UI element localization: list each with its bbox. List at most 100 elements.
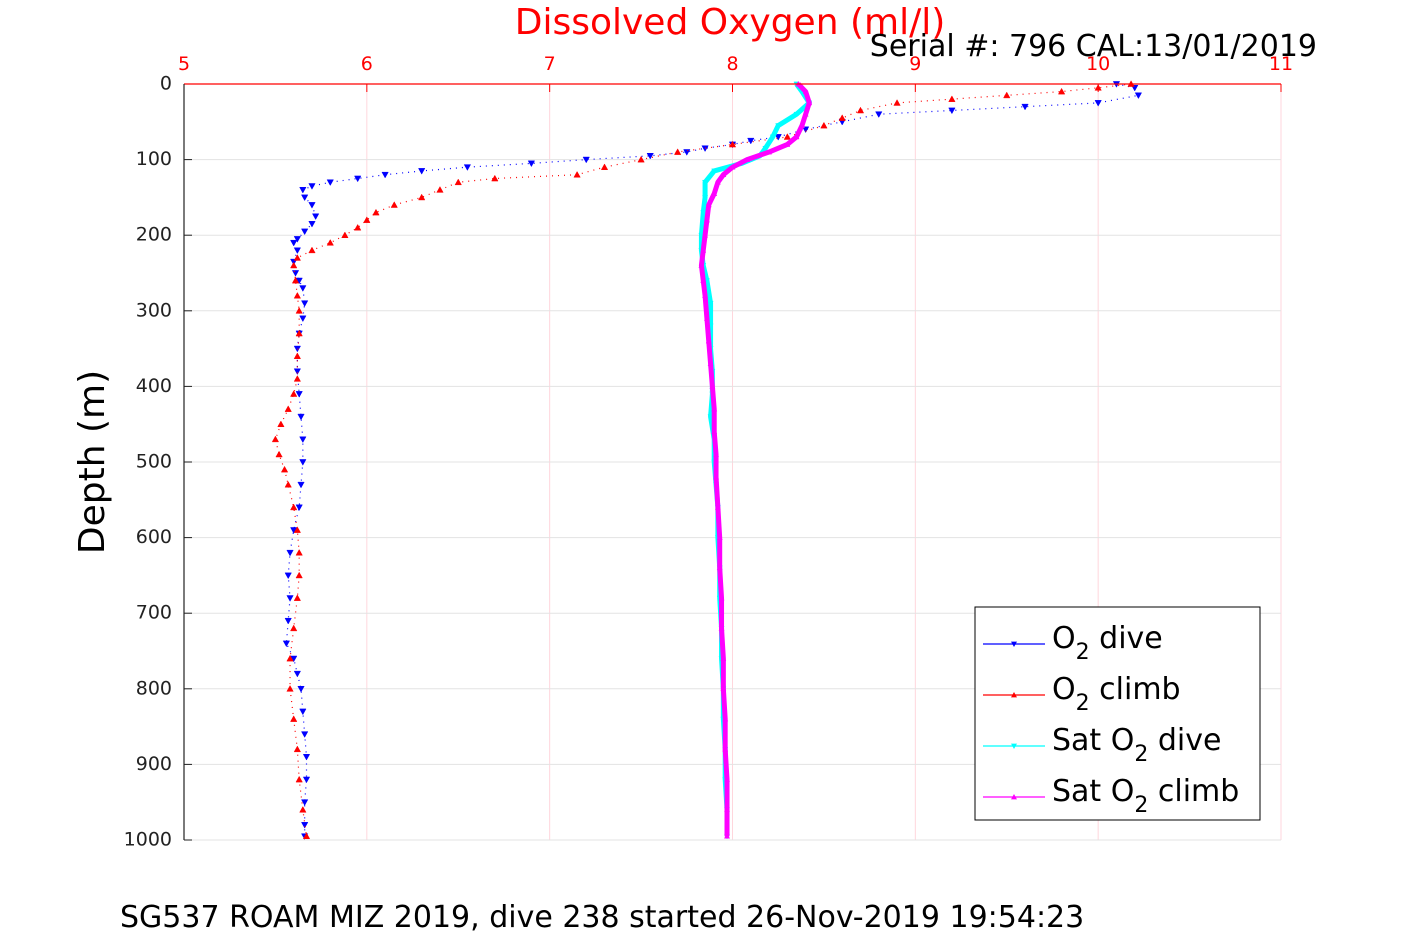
legend-label: O2 climb (1052, 672, 1181, 716)
data-point (290, 503, 298, 511)
data-point (282, 640, 291, 648)
data-point (747, 137, 755, 145)
data-point (527, 160, 536, 168)
x-tick-label: 6 (361, 53, 373, 75)
data-point (723, 833, 731, 839)
data-point (301, 822, 309, 829)
data-point (948, 107, 956, 115)
data-point (326, 239, 334, 246)
data-point (286, 685, 294, 692)
data-point (820, 121, 828, 129)
data-point (783, 133, 791, 140)
data-point (293, 247, 301, 255)
data-point (713, 451, 720, 457)
data-point (286, 595, 294, 602)
data-point (454, 178, 462, 186)
data-point (702, 195, 709, 201)
series-layer (271, 80, 1143, 840)
data-point (341, 231, 349, 239)
x-tick-label: 11 (1269, 53, 1293, 75)
data-point (290, 715, 298, 722)
data-point (299, 806, 307, 813)
data-point (293, 236, 301, 243)
x-tick-label: 8 (726, 53, 738, 75)
data-point (784, 141, 791, 147)
data-point (762, 145, 769, 152)
legend-label: Sat O2 climb (1052, 774, 1239, 818)
data-point (793, 111, 800, 118)
legend-item: O2 dive (983, 621, 1163, 665)
y-tick-label: 800 (136, 677, 172, 699)
data-point (893, 99, 901, 106)
x-tick-label: 9 (909, 53, 921, 75)
data-point (299, 708, 307, 716)
data-point (766, 148, 773, 155)
data-point (702, 232, 709, 238)
legend-label-rest: dive (1090, 621, 1163, 656)
data-point (301, 228, 309, 236)
y-tick-label: 900 (136, 753, 172, 775)
data-point (720, 655, 727, 661)
data-point (293, 745, 301, 753)
data-point (703, 315, 710, 321)
data-point (703, 216, 710, 223)
data-point (729, 164, 736, 170)
series-sat-o2-climb (698, 80, 813, 839)
legend-swatch-marker (1011, 692, 1017, 698)
data-point (838, 114, 846, 121)
data-point (363, 216, 371, 223)
data-point (290, 239, 298, 247)
data-point (683, 149, 691, 156)
data-point (713, 474, 720, 480)
dive-caption: SG537 ROAM MIZ 2019, dive 238 started 26… (120, 900, 1084, 935)
data-point (297, 481, 305, 489)
legend-swatch-marker (1011, 794, 1017, 800)
data-point (293, 254, 301, 261)
series-line (698, 82, 812, 837)
data-point (806, 99, 813, 106)
legend-label-base: Sat O (1052, 774, 1134, 809)
legend: O2 dive O2 climb Sat O 2 dive Sat O2 climb (974, 606, 1261, 821)
data-point (709, 383, 716, 389)
data-point (711, 190, 718, 196)
data-point (295, 391, 303, 398)
data-point (295, 329, 303, 337)
data-point (308, 202, 316, 209)
chart-title: Dissolved Oxygen (ml/l) (515, 2, 946, 43)
data-point (291, 276, 300, 284)
data-point (769, 134, 776, 141)
data-point (290, 390, 298, 397)
data-point (722, 715, 729, 722)
data-point (293, 352, 301, 359)
legend-label-base: O (1052, 672, 1076, 707)
data-point (308, 246, 316, 254)
data-point (390, 201, 398, 208)
y-axis-label: Depth (m) (72, 370, 113, 554)
data-point (702, 179, 709, 186)
data-point (302, 832, 311, 840)
data-point (299, 315, 307, 323)
data-point (293, 670, 301, 678)
data-point (293, 526, 301, 533)
data-point (744, 156, 751, 162)
data-point (701, 145, 709, 152)
data-point (301, 799, 309, 806)
legend-item: Sat O2 climb (983, 774, 1239, 818)
data-point (802, 88, 809, 94)
data-point (718, 625, 725, 631)
data-point (284, 405, 292, 412)
data-point (802, 126, 810, 134)
data-point (286, 654, 294, 662)
data-point (295, 307, 303, 314)
data-point (354, 175, 362, 183)
data-point (354, 223, 362, 231)
data-point (293, 375, 301, 382)
data-point (798, 122, 806, 128)
y-tick-label: 500 (136, 451, 172, 473)
legend-label-base: Sat O (1052, 723, 1134, 758)
y-tick-label: 200 (136, 224, 172, 246)
data-point (295, 549, 303, 556)
legend-label-subscript: 2 (1076, 640, 1090, 665)
data-point (700, 277, 707, 283)
